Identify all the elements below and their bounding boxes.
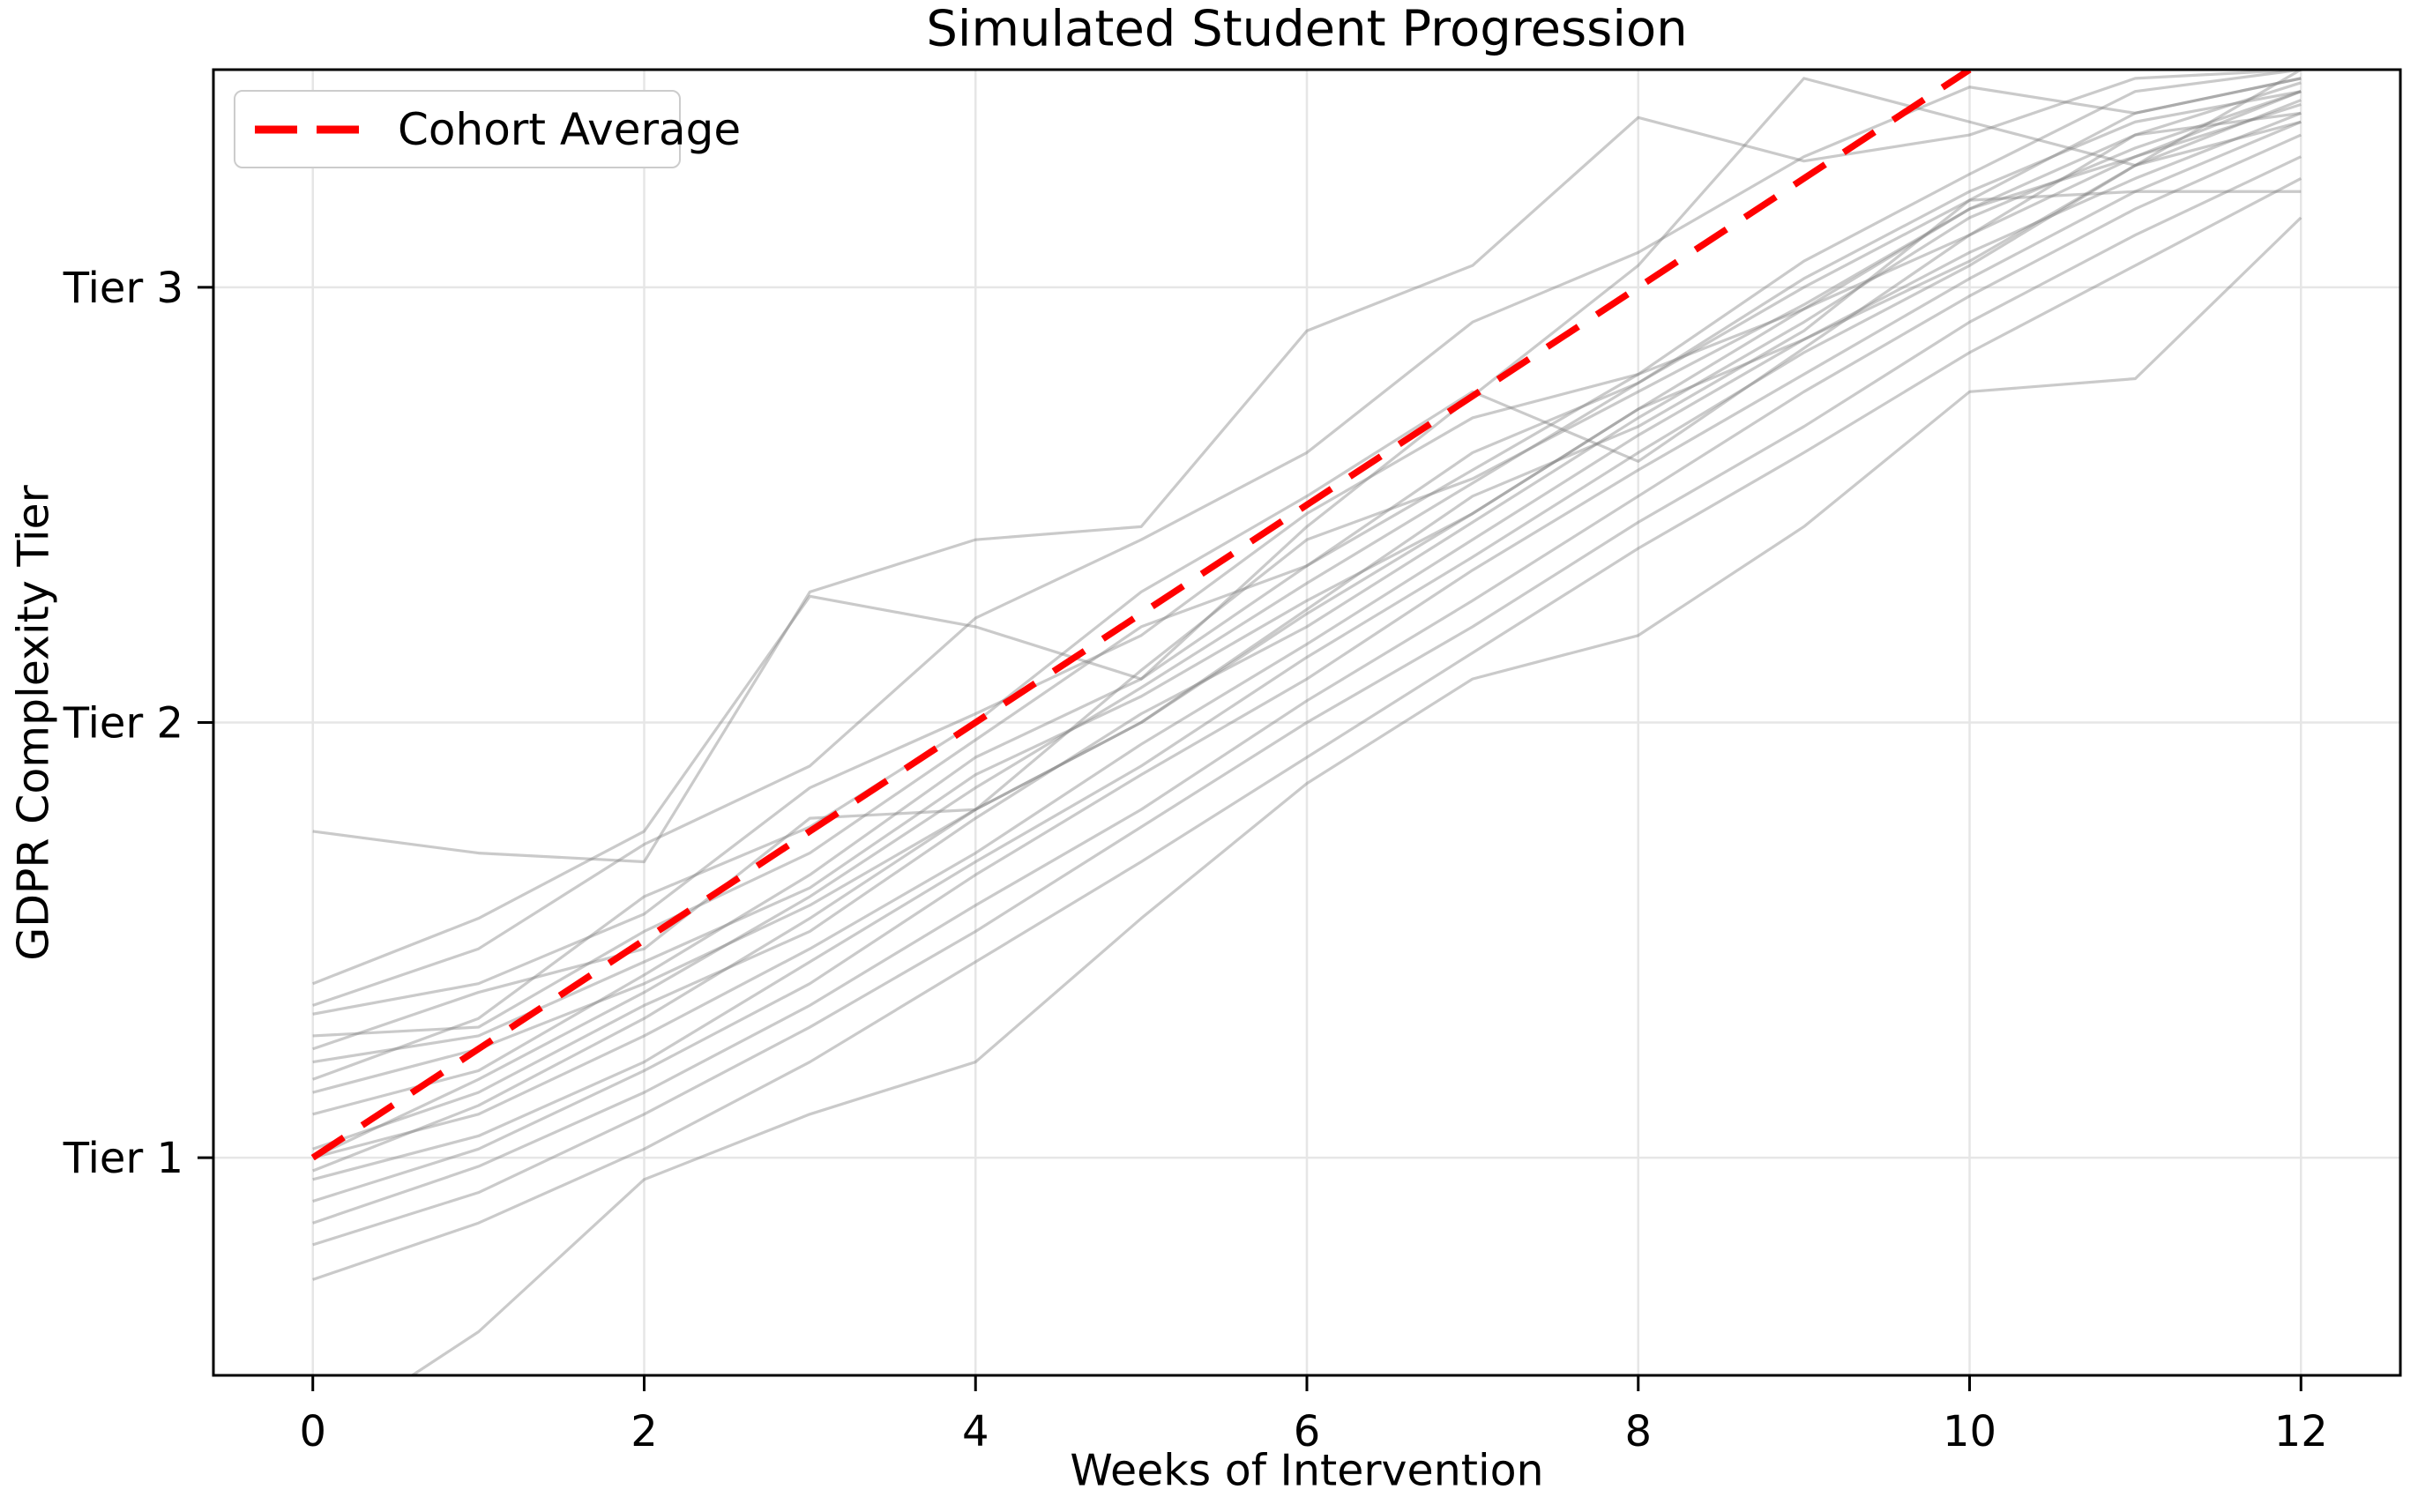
student-13 xyxy=(312,111,2302,1159)
student-2 xyxy=(312,70,2302,986)
student-6 xyxy=(312,90,2302,1051)
x-tick-label: 2 xyxy=(631,1407,658,1456)
student-16 xyxy=(312,120,2302,1203)
student-14 xyxy=(312,111,2302,1173)
x-axis-title: Weeks of Intervention xyxy=(1070,1445,1544,1496)
student-12 xyxy=(312,77,2302,1159)
gridlines xyxy=(213,70,2400,1375)
x-tick-label: 12 xyxy=(2274,1407,2328,1456)
student-1 xyxy=(312,70,2302,864)
student-3 xyxy=(312,77,2302,1007)
legend-average-line-icon xyxy=(255,125,361,133)
student-17 xyxy=(312,133,2302,1225)
student-11 xyxy=(312,90,2302,1151)
legend-average-label: Cohort Average xyxy=(398,103,742,155)
x-tick-label: 8 xyxy=(1624,1407,1652,1456)
y-tick-label: Tier 1 xyxy=(63,1134,183,1183)
student-4 xyxy=(312,81,2302,1016)
student-5 xyxy=(312,90,2302,1038)
student-10 xyxy=(312,70,2302,1116)
cohort-average-line xyxy=(310,70,1972,1161)
y-axis-title: GDPR Complexity Tier xyxy=(8,485,59,961)
x-tick-label: 4 xyxy=(962,1407,989,1456)
x-tick-label: 0 xyxy=(299,1407,326,1456)
y-tick-label: Tier 2 xyxy=(63,699,183,749)
legend: Cohort Average xyxy=(234,90,741,168)
student-9 xyxy=(312,190,2302,1094)
student-19 xyxy=(312,177,2302,1281)
x-tick-label: 10 xyxy=(1943,1407,1996,1456)
student-lines xyxy=(312,70,2302,1375)
x-tick-label: 6 xyxy=(1294,1407,1321,1456)
ticks: 0 2 4 6 8 10 12 Tier 1 Tier 2 Tier 3 xyxy=(63,264,2328,1456)
student-18 xyxy=(312,155,2302,1247)
student-15 xyxy=(312,120,2302,1181)
student-20 xyxy=(409,216,2302,1375)
student-8 xyxy=(312,102,2302,1081)
chart-title: Simulated Student Progression xyxy=(926,0,1688,58)
y-tick-label: Tier 3 xyxy=(63,264,183,313)
student-7 xyxy=(312,99,2302,1064)
